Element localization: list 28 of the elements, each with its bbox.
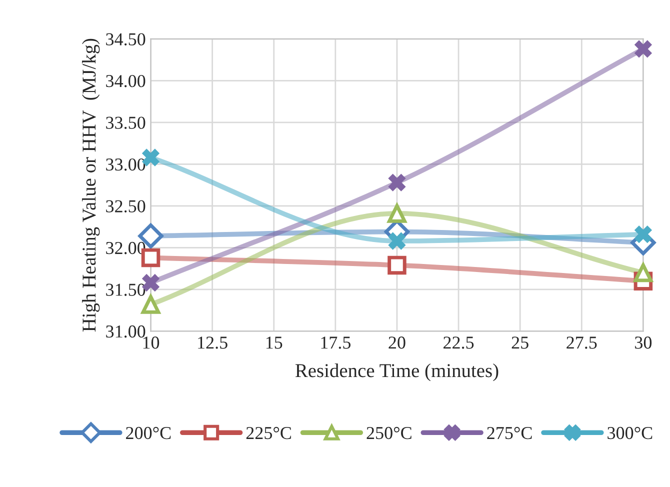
- point: [388, 174, 406, 192]
- point: [388, 256, 406, 275]
- y-tick-label: 33.00: [106, 158, 146, 171]
- point: [634, 263, 653, 282]
- point: [388, 232, 406, 250]
- point: [634, 40, 652, 58]
- x-tick-label: 22.5: [444, 336, 474, 349]
- x-tick-label: 17.5: [321, 336, 351, 349]
- y-tick-label: 34.50: [106, 33, 146, 46]
- y-tick-label: 33.50: [106, 116, 146, 129]
- y-tick-label: 31.50: [106, 284, 146, 296]
- y-axis-title: High Heating Value or HHV (MJ/kg): [82, 38, 100, 332]
- y-tick-label: 34.00: [106, 74, 146, 88]
- x-tick-label: 25: [512, 336, 528, 349]
- x-tick-label: 27.5: [566, 336, 597, 349]
- y-tick-label: 31.00: [106, 325, 146, 338]
- legend-label: 200°C: [126, 426, 171, 440]
- legend-label: 300°C: [608, 426, 652, 440]
- x-tick-label: 10: [143, 336, 160, 349]
- legend-label: 275°C: [487, 426, 532, 440]
- x-tick-label: 20: [388, 336, 406, 349]
- x-tick-label: 12.5: [198, 336, 228, 349]
- x-tick-label: 30: [635, 336, 652, 349]
- legend-label: 250°C: [366, 426, 412, 440]
- x-axis-title: Residence Time (minutes): [295, 364, 498, 382]
- y-tick-label: 32.50: [106, 200, 146, 212]
- x-tick-label: 15: [266, 336, 282, 349]
- legend-label: 225°C: [246, 426, 291, 440]
